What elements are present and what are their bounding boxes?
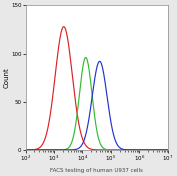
Y-axis label: Count: Count <box>4 67 10 88</box>
X-axis label: FACS testing of human U937 cells: FACS testing of human U937 cells <box>50 168 143 172</box>
